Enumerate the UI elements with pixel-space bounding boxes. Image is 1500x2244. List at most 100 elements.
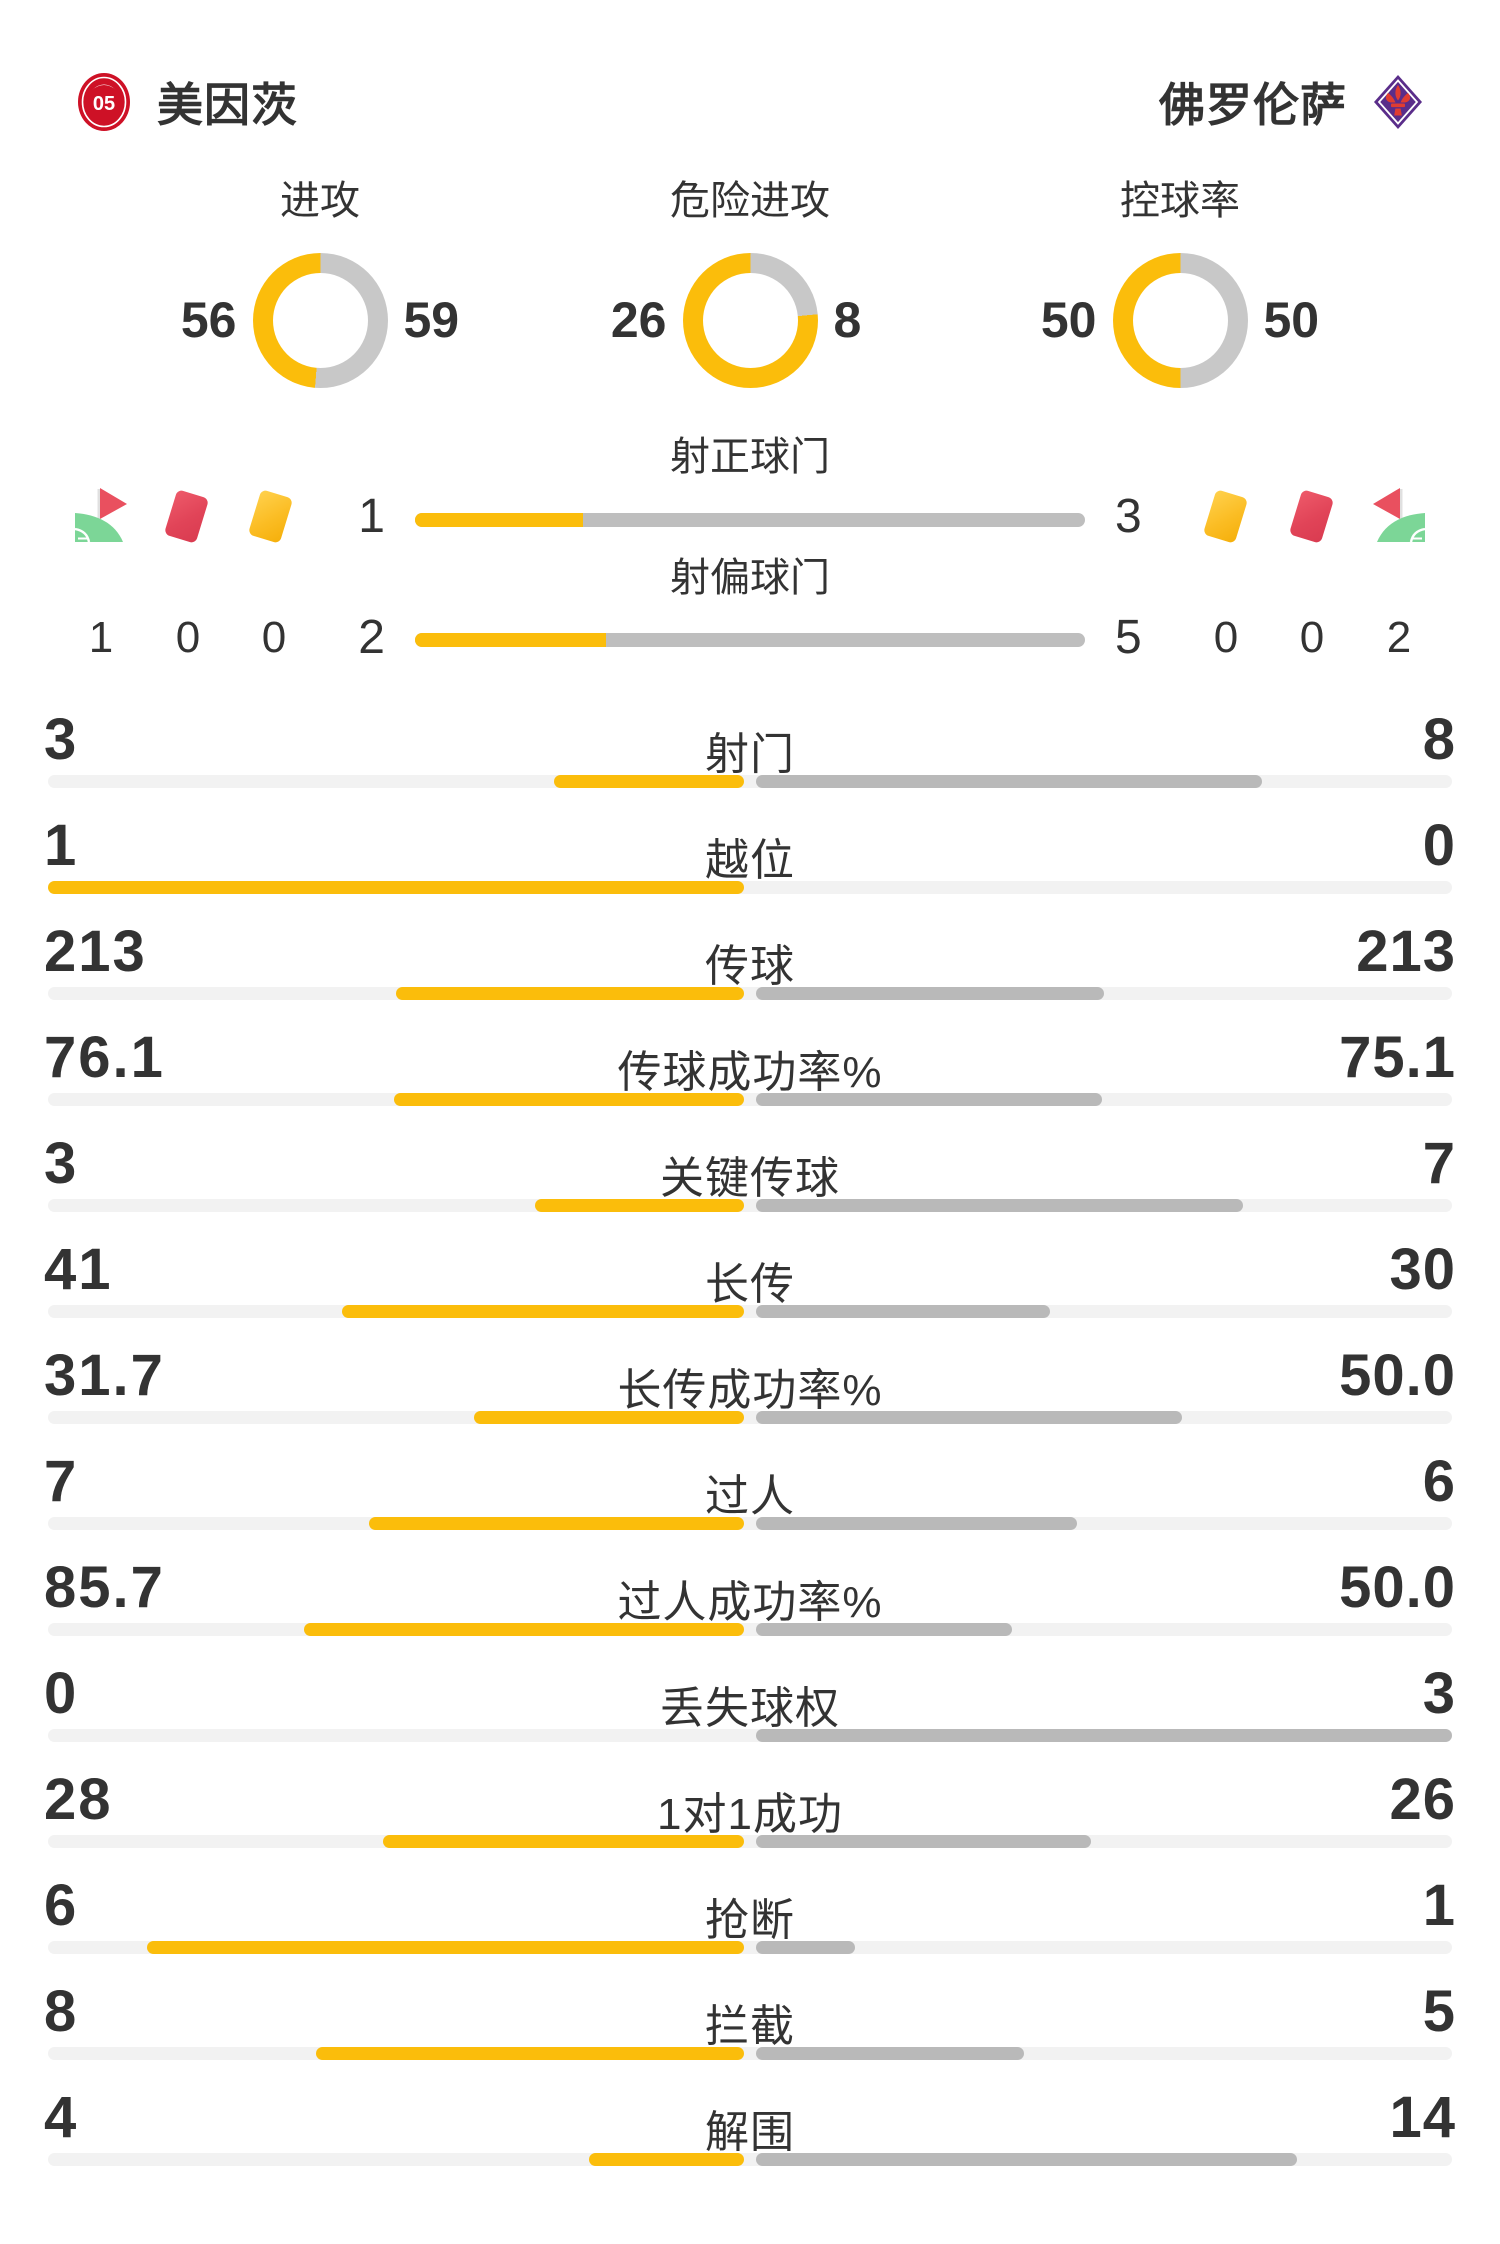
mainz-logo-icon: 05 [78, 73, 130, 131]
stat-label: 射门 [705, 730, 795, 779]
away-corners-count: 2 [1386, 613, 1412, 662]
stat-label: 传球 [705, 942, 795, 991]
stat-bar-away [756, 1411, 1182, 1424]
stat-home-value: 7 [44, 1449, 79, 1514]
donut-possession-ring [1112, 252, 1248, 388]
stat-label: 长传 [705, 1260, 795, 1309]
stat-bar-track [48, 987, 1452, 1000]
shots-off-target-bar-home [415, 633, 607, 647]
home-corners-count: 1 [88, 613, 114, 662]
stat-bar-home [589, 2153, 744, 2166]
stat-row: 76.1 传球成功率% 75.1 [0, 988, 1500, 1106]
stat-home-value: 8 [44, 1979, 79, 2044]
donut-dangerous-attack-ring [682, 252, 818, 388]
stat-away-value: 5 [1422, 1979, 1456, 2044]
stat-bar-home [315, 2047, 744, 2060]
stat-home-value: 31.7 [44, 1343, 165, 1408]
stat-away-value: 3 [1422, 1661, 1456, 1726]
stat-row: 1 越位 0 [0, 776, 1500, 894]
donut-dangerous-attack-home-value: 26 [610, 292, 667, 348]
donut-attack-home-value: 56 [180, 292, 237, 348]
stat-home-value: 41 [44, 1237, 113, 1302]
stat-away-value: 1 [1422, 1873, 1456, 1938]
stat-label: 解围 [705, 2108, 795, 2157]
fiorentina-logo-icon [1374, 75, 1422, 129]
shots-off-target-title: 射偏球门 [670, 556, 830, 600]
stat-bar-home [535, 1199, 744, 1212]
stat-label: 拦截 [705, 2002, 795, 2051]
stat-bar-home [304, 1623, 744, 1636]
shots-section: 射正球门 射偏球门 1 3 1 0 0 2 [0, 430, 1500, 670]
stat-bar-home [342, 1305, 744, 1318]
stat-home-value: 76.1 [44, 1025, 165, 1090]
stat-away-value: 213 [1356, 919, 1456, 984]
stat-row: 31.7 长传成功率% 50.0 [0, 1306, 1500, 1424]
stat-bar-away [756, 987, 1104, 1000]
stat-away-value: 8 [1422, 707, 1456, 772]
home-corner-flag-icon [74, 488, 127, 543]
stat-row: 213 传球 213 [0, 882, 1500, 1000]
shots-off-target-away-value: 5 [1115, 611, 1142, 664]
stat-label: 过人 [705, 1472, 795, 1521]
stat-bar-track [48, 775, 1452, 788]
stat-bar-track [48, 2047, 1452, 2060]
stat-row: 41 长传 30 [0, 1200, 1500, 1318]
donut-attack-away-value: 59 [403, 292, 460, 348]
shots-off-target-bar [415, 633, 1085, 647]
stat-row: 3 关键传球 7 [0, 1094, 1500, 1212]
away-team-header: 佛罗伦萨 [1159, 70, 1423, 134]
stat-bar-track [48, 1093, 1452, 1106]
stat-label: 过人成功率% [617, 1578, 883, 1627]
stat-bar-away [756, 1517, 1078, 1530]
stat-row: 4 解围 14 [0, 2048, 1500, 2166]
stat-home-value: 0 [44, 1661, 79, 1726]
stat-bar-track [48, 1623, 1452, 1636]
stat-bar-track [48, 1835, 1452, 1848]
stat-label: 长传成功率% [617, 1366, 883, 1415]
stat-home-value: 28 [44, 1767, 113, 1832]
stat-bar-track [48, 1517, 1452, 1530]
stat-row: 8 拦截 5 [0, 1942, 1500, 2060]
stat-label: 丢失球权 [660, 1684, 840, 1733]
stat-bar-track [48, 1411, 1452, 1424]
stat-bar-track [48, 2153, 1452, 2166]
stat-row: 3 射门 8 [0, 670, 1500, 788]
donut-dangerous-attack-title: 危险进攻 [670, 179, 830, 223]
stat-away-value: 26 [1389, 1767, 1456, 1832]
home-team-name: 美因茨 [157, 79, 298, 131]
donut-attack-title: 进攻 [280, 179, 360, 223]
donut-possession: 控球率 50 50 [965, 160, 1395, 420]
stat-bar-away [756, 2153, 1298, 2166]
stat-bar-away [756, 1199, 1244, 1212]
stat-home-value: 1 [44, 813, 79, 878]
stat-away-value: 0 [1422, 813, 1456, 878]
away-yellow-cards-count: 0 [1213, 613, 1239, 662]
stat-away-value: 14 [1389, 2085, 1456, 2150]
stat-bar-away [756, 1623, 1013, 1636]
stat-away-value: 7 [1422, 1131, 1456, 1196]
stat-row: 6 抢断 1 [0, 1836, 1500, 1954]
donut-possession-title: 控球率 [1120, 179, 1240, 223]
stat-label: 1对1成功 [657, 1790, 843, 1839]
stat-row: 0 丢失球权 3 [0, 1624, 1500, 1742]
stat-bar-home [396, 987, 744, 1000]
donut-dangerous-attack-away-value: 8 [833, 292, 862, 348]
home-red-cards-count: 0 [175, 613, 201, 662]
stat-bar-away [756, 1941, 856, 1954]
shots-on-target-home-value: 1 [358, 490, 385, 543]
stat-bar-home [554, 775, 744, 788]
shots-off-target-home-value: 2 [358, 611, 385, 664]
stat-bar-track [48, 1729, 1452, 1742]
stat-away-value: 75.1 [1339, 1025, 1456, 1090]
stat-bar-home [473, 1411, 744, 1424]
shots-on-target-bar [415, 513, 1085, 527]
stat-bar-away [756, 2047, 1024, 2060]
stat-home-value: 3 [44, 707, 79, 772]
stat-label: 关键传球 [660, 1154, 840, 1203]
stat-bar-away [756, 1093, 1102, 1106]
stat-bar-away [756, 1729, 1452, 1742]
stat-away-value: 30 [1389, 1237, 1456, 1302]
stat-bar-away [756, 1835, 1092, 1848]
stat-bar-home [147, 1941, 744, 1954]
home-team-header: 05 美因茨 [77, 70, 298, 134]
